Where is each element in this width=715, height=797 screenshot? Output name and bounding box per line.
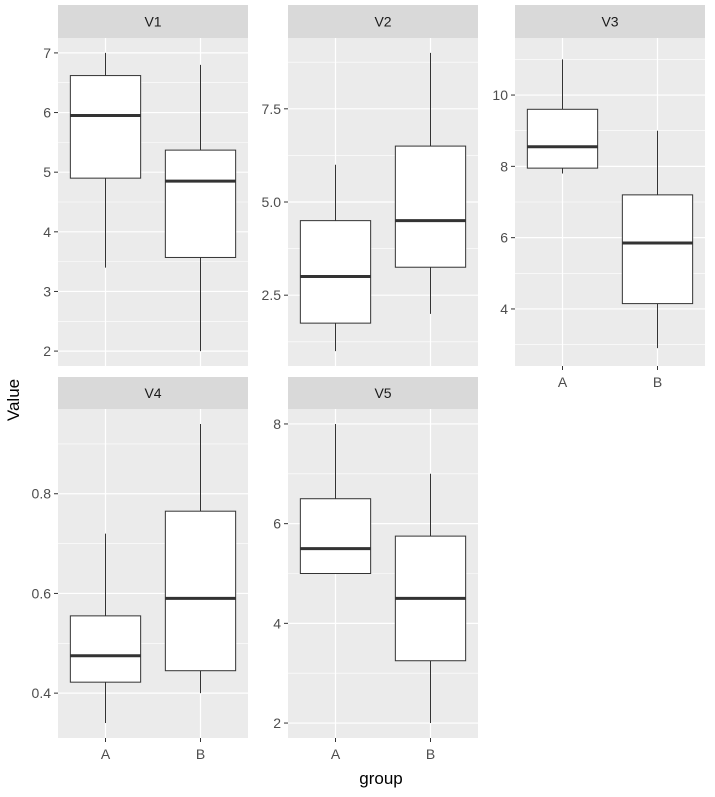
- strip-V3: [515, 5, 705, 38]
- box-V1-B: [164, 64, 237, 352]
- y-tick-label: 0.8: [32, 486, 52, 502]
- x-tick-label: B: [196, 746, 205, 762]
- y-tick-label: 4: [273, 615, 281, 631]
- x-tick-label: A: [331, 746, 341, 762]
- box-body: [69, 615, 142, 683]
- box-V3-A: [526, 59, 599, 174]
- y-tick-label: 6: [273, 516, 281, 532]
- panel-V4: V4 0.4 0.6 0.8 A B: [32, 377, 248, 762]
- x-tick-label: A: [558, 374, 568, 390]
- strip-V1: [58, 5, 248, 38]
- y-tick-label: 4: [43, 224, 51, 240]
- y-tick-label: 5: [43, 164, 51, 180]
- box-V1-A: [69, 52, 142, 268]
- box-V5-A: [299, 423, 372, 574]
- y-tick-label: 7: [43, 45, 51, 61]
- box-V5-B: [394, 473, 467, 724]
- panel-V5: V5 2 4 6 8 A B: [273, 377, 478, 762]
- panel-V2: V2 2.5 5.0 7.5: [262, 5, 478, 366]
- y-tick-label: 6: [43, 105, 51, 121]
- box-body: [621, 194, 694, 305]
- strip-label: V2: [374, 14, 391, 30]
- strip-V2: [288, 5, 478, 38]
- panel-V3: V3 4 6 8 10 A B: [492, 5, 705, 390]
- x-tick-label: B: [653, 374, 662, 390]
- box-body: [69, 75, 142, 179]
- y-tick-label: 6: [500, 230, 508, 246]
- y-tick-label: 0.4: [32, 685, 52, 701]
- y-tick-label: 2: [273, 715, 281, 731]
- box-body: [164, 149, 237, 258]
- y-tick-label: 10: [492, 87, 508, 103]
- strip-label: V5: [374, 385, 391, 401]
- x-tick-label: B: [426, 746, 435, 762]
- box-body: [394, 145, 467, 268]
- strip-label: V4: [144, 385, 161, 401]
- x-tick-label: A: [101, 746, 111, 762]
- strip-label: V3: [601, 14, 618, 30]
- y-tick-label: 5.0: [262, 194, 282, 210]
- x-axis-title: group: [359, 769, 402, 788]
- y-tick-label: 8: [273, 416, 281, 432]
- box-body: [526, 108, 599, 169]
- y-tick-label: 3: [43, 283, 51, 299]
- box-body: [164, 510, 237, 672]
- y-tick-label: 2: [43, 343, 51, 359]
- y-tick-label: 2.5: [262, 287, 282, 303]
- strip-label: V1: [144, 14, 161, 30]
- y-tick-label: 8: [500, 158, 508, 174]
- box-V4-A: [69, 533, 142, 724]
- panel-V1: V1 2 3 4 5 6 7: [43, 5, 248, 366]
- strip-V5: [288, 377, 478, 409]
- strip-V4: [58, 377, 248, 409]
- box-body: [299, 498, 372, 574]
- box-V2-A: [299, 164, 372, 352]
- panels: V1 2 3 4 5 6 7 V2 2.5 5.0 7.5 V3 4 6 8 10 A B V4 0.4 0.6 0.8 A…: [32, 5, 705, 762]
- box-V2-B: [394, 52, 467, 314]
- y-tick-label: 0.6: [32, 585, 52, 601]
- y-axis-title: Value: [4, 379, 23, 421]
- y-tick-label: 7.5: [262, 101, 282, 117]
- box-V4-B: [164, 423, 237, 694]
- y-tick-label: 4: [500, 301, 508, 317]
- box-body: [299, 220, 372, 324]
- box-V3-B: [621, 130, 694, 349]
